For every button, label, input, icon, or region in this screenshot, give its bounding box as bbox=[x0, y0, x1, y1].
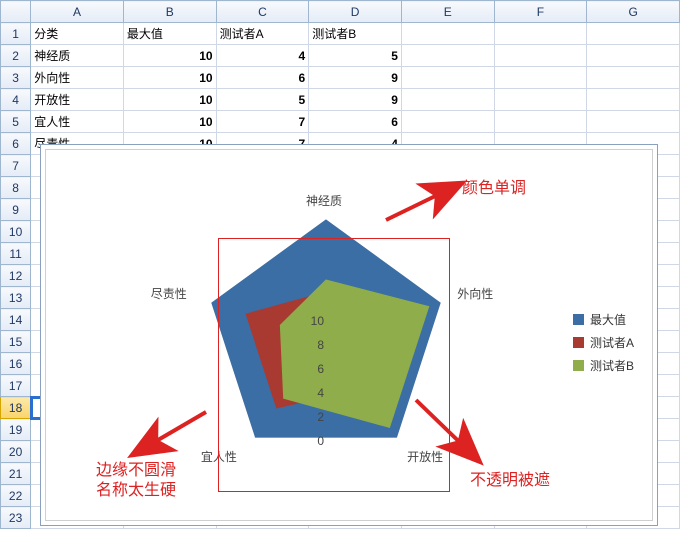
legend-label: 测试者B bbox=[590, 357, 634, 374]
row-header[interactable]: 23 bbox=[1, 507, 31, 529]
cell[interactable]: 测试者A bbox=[216, 23, 309, 45]
row-header[interactable]: 10 bbox=[1, 221, 31, 243]
category-label: 尽责性 bbox=[151, 285, 187, 302]
cell[interactable]: 分类 bbox=[31, 23, 124, 45]
cell[interactable]: 9 bbox=[309, 89, 402, 111]
row-header[interactable]: 21 bbox=[1, 463, 31, 485]
cell[interactable] bbox=[494, 111, 587, 133]
annotation-text: 不透明被遮 bbox=[470, 466, 550, 490]
column-header-row: A B C D E F G bbox=[1, 1, 680, 23]
cell[interactable] bbox=[587, 89, 680, 111]
cell[interactable]: 外向性 bbox=[31, 67, 124, 89]
cell[interactable] bbox=[401, 89, 494, 111]
cell[interactable]: 宜人性 bbox=[31, 111, 124, 133]
cell[interactable]: 最大值 bbox=[123, 23, 216, 45]
row-header[interactable]: 15 bbox=[1, 331, 31, 353]
chart-plot-area: 10 8 6 4 2 0 神经质外向性开放性宜人性尽责性 颜色单调 不透明被遮 … bbox=[45, 149, 653, 521]
cell[interactable]: 5 bbox=[309, 45, 402, 67]
row-header[interactable]: 20 bbox=[1, 441, 31, 463]
cell[interactable] bbox=[494, 45, 587, 67]
table-row: 5宜人性1076 bbox=[1, 111, 680, 133]
table-row: 4开放性1059 bbox=[1, 89, 680, 111]
annotation-box bbox=[218, 238, 450, 492]
legend-label: 测试者A bbox=[590, 334, 634, 351]
cell[interactable] bbox=[494, 67, 587, 89]
radar-chart-object[interactable]: 10 8 6 4 2 0 神经质外向性开放性宜人性尽责性 颜色单调 不透明被遮 … bbox=[40, 144, 658, 526]
row-header[interactable]: 18 bbox=[1, 397, 31, 419]
table-row: 3外向性1069 bbox=[1, 67, 680, 89]
row-header[interactable]: 11 bbox=[1, 243, 31, 265]
cell[interactable]: 10 bbox=[123, 111, 216, 133]
col-header[interactable]: F bbox=[494, 1, 587, 23]
col-header[interactable]: E bbox=[401, 1, 494, 23]
row-header[interactable]: 22 bbox=[1, 485, 31, 507]
cell[interactable] bbox=[401, 111, 494, 133]
legend-swatch bbox=[573, 360, 584, 371]
select-all-corner[interactable] bbox=[1, 1, 31, 23]
cell[interactable]: 6 bbox=[309, 111, 402, 133]
cell[interactable]: 10 bbox=[123, 89, 216, 111]
cell[interactable] bbox=[587, 67, 680, 89]
category-label: 神经质 bbox=[306, 192, 342, 209]
col-header[interactable]: B bbox=[123, 1, 216, 23]
cell[interactable]: 测试者B bbox=[309, 23, 402, 45]
cell[interactable]: 6 bbox=[216, 67, 309, 89]
cell[interactable] bbox=[587, 23, 680, 45]
table-row: 2神经质1045 bbox=[1, 45, 680, 67]
cell[interactable] bbox=[587, 45, 680, 67]
annotation-text: 颜色单调 bbox=[462, 174, 526, 198]
legend-swatch bbox=[573, 314, 584, 325]
annotation-text: 名称太生硬 bbox=[96, 476, 176, 500]
row-header[interactable]: 16 bbox=[1, 353, 31, 375]
cell[interactable]: 10 bbox=[123, 45, 216, 67]
cell[interactable]: 10 bbox=[123, 67, 216, 89]
cell[interactable]: 4 bbox=[216, 45, 309, 67]
row-header[interactable]: 17 bbox=[1, 375, 31, 397]
col-header[interactable]: D bbox=[309, 1, 402, 23]
cell[interactable]: 7 bbox=[216, 111, 309, 133]
row-header[interactable]: 6 bbox=[1, 133, 31, 155]
col-header[interactable]: C bbox=[216, 1, 309, 23]
row-header[interactable]: 19 bbox=[1, 419, 31, 441]
legend-label: 最大值 bbox=[590, 311, 626, 328]
table-row: 1分类最大值测试者A测试者B bbox=[1, 23, 680, 45]
row-header[interactable]: 5 bbox=[1, 111, 31, 133]
cell[interactable] bbox=[401, 67, 494, 89]
legend-item: 最大值 bbox=[573, 311, 634, 328]
cell[interactable]: 开放性 bbox=[31, 89, 124, 111]
cell[interactable] bbox=[494, 23, 587, 45]
chart-legend: 最大值 测试者A 测试者B bbox=[573, 305, 634, 380]
cell[interactable] bbox=[587, 111, 680, 133]
cell[interactable]: 神经质 bbox=[31, 45, 124, 67]
row-header[interactable]: 2 bbox=[1, 45, 31, 67]
row-header[interactable]: 7 bbox=[1, 155, 31, 177]
row-header[interactable]: 8 bbox=[1, 177, 31, 199]
row-header[interactable]: 12 bbox=[1, 265, 31, 287]
cell[interactable] bbox=[494, 89, 587, 111]
legend-swatch bbox=[573, 337, 584, 348]
row-header[interactable]: 3 bbox=[1, 67, 31, 89]
row-header[interactable]: 13 bbox=[1, 287, 31, 309]
col-header[interactable]: G bbox=[587, 1, 680, 23]
cell[interactable] bbox=[401, 45, 494, 67]
row-header[interactable]: 1 bbox=[1, 23, 31, 45]
cell[interactable]: 5 bbox=[216, 89, 309, 111]
row-header[interactable]: 14 bbox=[1, 309, 31, 331]
cell[interactable] bbox=[401, 23, 494, 45]
legend-item: 测试者A bbox=[573, 334, 634, 351]
col-header[interactable]: A bbox=[31, 1, 124, 23]
row-header[interactable]: 9 bbox=[1, 199, 31, 221]
legend-item: 测试者B bbox=[573, 357, 634, 374]
cell[interactable]: 9 bbox=[309, 67, 402, 89]
category-label: 外向性 bbox=[457, 285, 493, 302]
row-header[interactable]: 4 bbox=[1, 89, 31, 111]
